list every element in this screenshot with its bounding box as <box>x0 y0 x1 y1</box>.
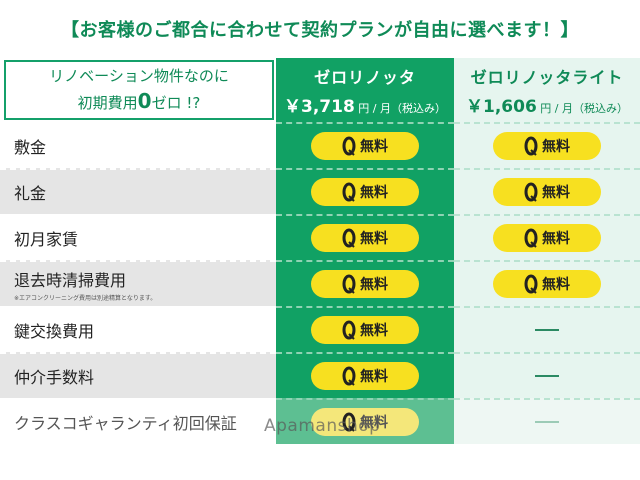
free-badge: 無料 <box>311 408 419 436</box>
banner-title: 【お客様のご都合に合わせて契約プランが自由に選べます！】 <box>61 20 579 41</box>
plan-cell-1: 無料 <box>276 260 454 306</box>
zero-icon <box>342 136 356 156</box>
plan-cell-1: 無料 <box>276 122 454 168</box>
free-badge-label: 無料 <box>360 139 388 155</box>
free-badge-label: 無料 <box>542 231 570 247</box>
row-label-text: 仲介手数料 <box>14 368 95 387</box>
free-badge-label: 無料 <box>360 185 388 201</box>
row-label: 退去時清掃費用 ※エアコンクリーニング費用は別途精算となります。 <box>0 260 276 306</box>
plan-cell-2 <box>454 398 640 444</box>
plan-header-zerorenotta-lite: ゼロリノッタライト ￥1,606 円 / 月（税込み） <box>454 58 640 122</box>
free-badge-label: 無料 <box>360 415 388 431</box>
plan-cell-1: 無料 <box>276 398 454 444</box>
free-badge: 無料 <box>311 316 419 344</box>
table-row: 鍵交換費用 無料 <box>0 306 640 352</box>
header-label-box: リノベーション物件なのに 初期費用0ゼロ !? <box>4 60 274 120</box>
watermark: Apamanshop <box>264 416 381 436</box>
plan-cell-1: 無料 <box>276 214 454 260</box>
header-line2-zero: 0 <box>137 88 152 113</box>
plan-cell-2 <box>454 352 640 398</box>
row-label-text: 鍵交換費用 <box>14 322 95 341</box>
zero-icon <box>342 182 356 202</box>
free-badge: 無料 <box>493 178 601 206</box>
plan-amount: ￥1,606 <box>466 96 537 117</box>
not-included-dash <box>535 375 559 377</box>
zero-icon <box>524 274 538 294</box>
row-label: 初月家賃 <box>0 214 276 260</box>
plan-cell-2: 無料 <box>454 214 640 260</box>
free-badge-label: 無料 <box>360 369 388 385</box>
plan-unit: 円 / 月（税込み） <box>358 101 446 115</box>
free-badge: 無料 <box>311 224 419 252</box>
zero-icon <box>342 274 356 294</box>
plan-price: ￥3,718 円 / 月（税込み） <box>284 92 446 117</box>
row-label: 敷金 <box>0 122 276 168</box>
row-label-text: 初月家賃 <box>14 230 79 249</box>
plan-cell-1: 無料 <box>276 306 454 352</box>
row-label-text: クラスコギャランティ初回保証 <box>14 414 237 433</box>
free-badge-label: 無料 <box>360 323 388 339</box>
bottom-fade-overlay <box>0 444 640 480</box>
zero-icon <box>524 182 538 202</box>
row-label-text: 礼金 <box>14 184 47 203</box>
table-row: 礼金 無料 無料 <box>0 168 640 214</box>
header-line2-post: ゼロ !? <box>151 93 201 112</box>
free-badge: 無料 <box>311 270 419 298</box>
plan-name: ゼロリノッタライト <box>470 67 624 87</box>
table-header: リノベーション物件なのに 初期費用0ゼロ !? ゼロリノッタ ￥3,718 円 … <box>0 58 640 122</box>
free-badge: 無料 <box>493 224 601 252</box>
table-row: 敷金 無料 無料 <box>0 122 640 168</box>
table-row: 仲介手数料 無料 <box>0 352 640 398</box>
header-line2-pre: 初期費用 <box>77 93 138 112</box>
row-label-text: 敷金 <box>14 138 47 157</box>
zero-icon <box>342 320 356 340</box>
plan-header-zerorenotta: ゼロリノッタ ￥3,718 円 / 月（税込み） <box>276 58 454 122</box>
zero-icon <box>342 228 356 248</box>
header-line1: リノベーション物件なのに <box>49 66 229 85</box>
free-badge-label: 無料 <box>360 277 388 293</box>
row-label: クラスコギャランティ初回保証 <box>0 398 276 444</box>
zero-icon <box>524 136 538 156</box>
table-row: 初月家賃 無料 無料 <box>0 214 640 260</box>
free-badge-label: 無料 <box>542 277 570 293</box>
row-note: ※エアコンクリーニング費用は別途精算となります。 <box>14 294 157 302</box>
row-label: 鍵交換費用 <box>0 306 276 352</box>
free-badge: 無料 <box>311 362 419 390</box>
free-badge-label: 無料 <box>542 139 570 155</box>
comparison-table: リノベーション物件なのに 初期費用0ゼロ !? ゼロリノッタ ￥3,718 円 … <box>0 58 640 470</box>
plan-cell-2: 無料 <box>454 260 640 306</box>
plan-unit: 円 / 月（税込み） <box>540 101 628 115</box>
not-included-dash <box>535 421 559 423</box>
zero-icon <box>342 366 356 386</box>
plan-price: ￥1,606 円 / 月（税込み） <box>466 92 628 117</box>
plan-cell-2 <box>454 306 640 352</box>
plan-name: ゼロリノッタ <box>314 67 416 87</box>
free-badge: 無料 <box>311 132 419 160</box>
free-badge-label: 無料 <box>360 231 388 247</box>
row-label: 仲介手数料 <box>0 352 276 398</box>
table-row: クラスコギャランティ初回保証 無料 <box>0 398 640 444</box>
table-row: 退去時清掃費用 ※エアコンクリーニング費用は別途精算となります。 無料 無料 <box>0 260 640 306</box>
free-badge-label: 無料 <box>542 185 570 201</box>
free-badge: 無料 <box>493 132 601 160</box>
plan-amount: ￥3,718 <box>284 96 355 117</box>
zero-icon <box>524 228 538 248</box>
free-badge: 無料 <box>493 270 601 298</box>
zero-icon <box>342 412 356 432</box>
plan-cell-2: 無料 <box>454 168 640 214</box>
row-label-text: 退去時清掃費用 <box>14 270 127 290</box>
plan-cell-1: 無料 <box>276 352 454 398</box>
header-line2: 初期費用0ゼロ !? <box>78 87 201 115</box>
row-label: 礼金 <box>0 168 276 214</box>
plan-cell-2: 無料 <box>454 122 640 168</box>
plan-cell-1: 無料 <box>276 168 454 214</box>
not-included-dash <box>535 329 559 331</box>
free-badge: 無料 <box>311 178 419 206</box>
